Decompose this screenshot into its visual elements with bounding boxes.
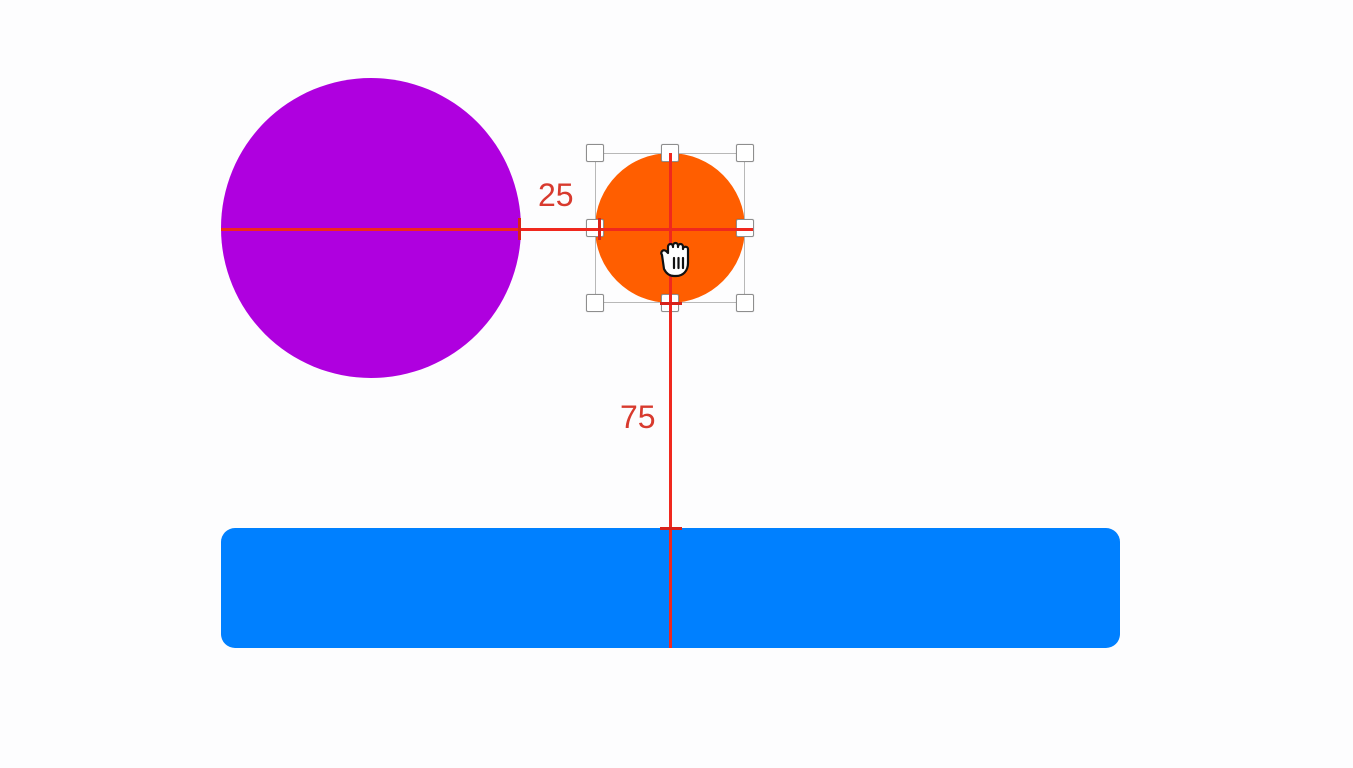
closed-hand-cursor-icon	[656, 238, 700, 282]
resize-handle-bottom-left[interactable]	[586, 294, 604, 312]
horizontal-measure-tick-start	[518, 218, 521, 240]
vertical-measure-tick-start	[660, 302, 682, 305]
resize-handle-top-left[interactable]	[586, 144, 604, 162]
vertical-center-guide	[669, 153, 672, 303]
vertical-measure-tick-end	[660, 527, 682, 530]
resize-handle-top-right[interactable]	[736, 144, 754, 162]
vertical-distance-label: 75	[620, 399, 656, 435]
horizontal-measure-tick-end	[598, 218, 601, 240]
vertical-distance-guide	[669, 303, 672, 648]
horizontal-distance-label: 25	[538, 177, 574, 213]
horizontal-center-guide	[221, 228, 753, 231]
resize-handle-bottom-right[interactable]	[736, 294, 754, 312]
